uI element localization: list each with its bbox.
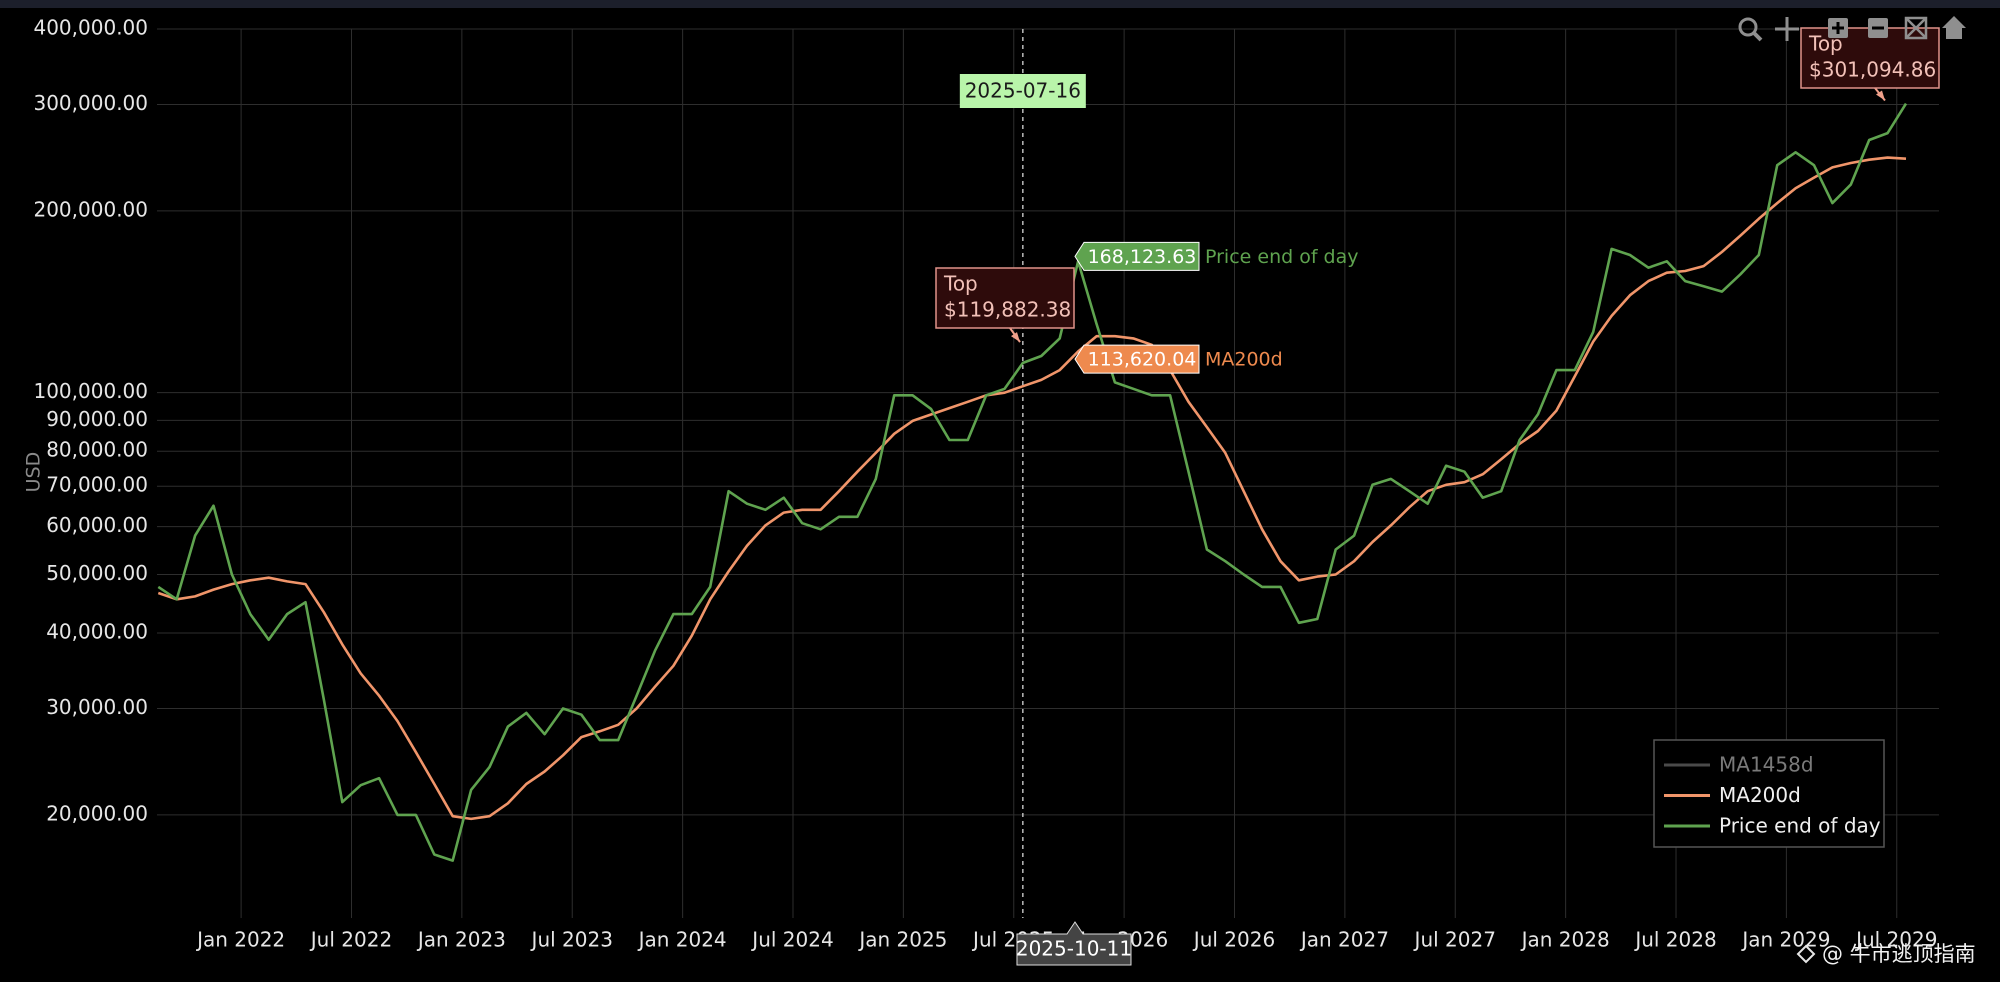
y-tick-label: 50,000.00	[46, 561, 148, 585]
x-tick-label: Jul 2024	[750, 928, 833, 952]
spike-label-box	[959, 74, 1086, 108]
annotation-arrowhead	[1011, 332, 1020, 343]
zoom-button[interactable]	[1738, 17, 1763, 42]
y-tick-label: 90,000.00	[46, 407, 148, 431]
lines	[157, 102, 1908, 862]
y-tick-label: 400,000.00	[33, 16, 148, 40]
overlay: 2025-07-16Top$119,882.38Top$301,094.8616…	[935, 27, 1940, 966]
legend-label: MA200d	[1719, 783, 1801, 807]
y-tick-label: 200,000.00	[33, 197, 148, 221]
zoom-in-button[interactable]	[1828, 18, 1848, 38]
y-tick-label: 20,000.00	[46, 801, 148, 825]
hover-label-value: 168,123.63	[1088, 246, 1197, 268]
y-tick-label: 60,000.00	[46, 513, 148, 537]
hover-label-name: MA200d	[1205, 349, 1283, 371]
x-tick-label: Jul 2028	[1633, 928, 1716, 952]
y-axis-label: USD	[23, 452, 45, 493]
y-tick-label: 40,000.00	[46, 620, 148, 644]
legend-label: MA1458d	[1719, 753, 1814, 777]
x-tick-label: Jan 2023	[416, 928, 506, 952]
legend-label: Price end of day	[1719, 814, 1881, 838]
x-tick-label: Jul 2027	[1413, 928, 1496, 952]
x-tick-label: Jul 2026	[1192, 928, 1275, 952]
annotation-label: $119,882.38	[944, 298, 1071, 322]
x-tick-label: Jan 2028	[1520, 928, 1610, 952]
y-tick-label: 30,000.00	[46, 695, 148, 719]
y-tick-label: 100,000.00	[33, 379, 148, 403]
reset-button[interactable]	[1942, 16, 1966, 39]
y-tick-label: 80,000.00	[46, 438, 148, 462]
top-bar	[0, 0, 2000, 8]
y-tick-label: 300,000.00	[33, 91, 148, 115]
modebar	[1738, 16, 1966, 42]
watermark-icon	[1796, 944, 1816, 964]
x-tick-label: Jan 2025	[857, 928, 947, 952]
legend-box	[1653, 739, 1885, 848]
x-hover-box	[1016, 921, 1132, 966]
x-tick-label: Jan 2022	[195, 928, 285, 952]
x-hover-label: 2025-10-11	[1016, 937, 1132, 961]
x-tick-label: Jan 2029	[1740, 928, 1830, 952]
x-tick-label: Jul 2022	[309, 928, 392, 952]
y-tick-label: 70,000.00	[46, 473, 148, 497]
watermark-text: @ 牛市逃顶指南	[1822, 942, 1976, 966]
pan-button[interactable]	[1775, 17, 1799, 41]
series-line	[157, 102, 1908, 862]
annotation-title: Top	[943, 272, 978, 296]
hover-label-name: Price end of day	[1205, 246, 1359, 268]
annotation-label: $301,094.86	[1809, 58, 1936, 82]
autoscale-button[interactable]	[1904, 16, 1928, 40]
watermark: @ 牛市逃顶指南	[1796, 942, 1976, 966]
zoom-out-button[interactable]	[1868, 18, 1888, 38]
x-tick-label: Jul 2023	[530, 928, 613, 952]
x-tick-label: Jan 2024	[637, 928, 727, 952]
x-tick-label: Jan 2027	[1299, 928, 1389, 952]
annotation-arrowhead	[1876, 90, 1885, 101]
hover-label-box	[1074, 344, 1200, 374]
spike-label: 2025-07-16	[965, 79, 1081, 103]
x-tick-label: Jul 2029	[1854, 928, 1937, 952]
series-line	[157, 156, 1907, 821]
grid: 20,000.00 30,000.00 40,000.00 50,000.00 60,0…	[33, 16, 1939, 952]
hover-label-value: 113,620.04	[1088, 349, 1197, 371]
hover-label-box	[1074, 241, 1200, 271]
annotation-box	[935, 267, 1075, 329]
